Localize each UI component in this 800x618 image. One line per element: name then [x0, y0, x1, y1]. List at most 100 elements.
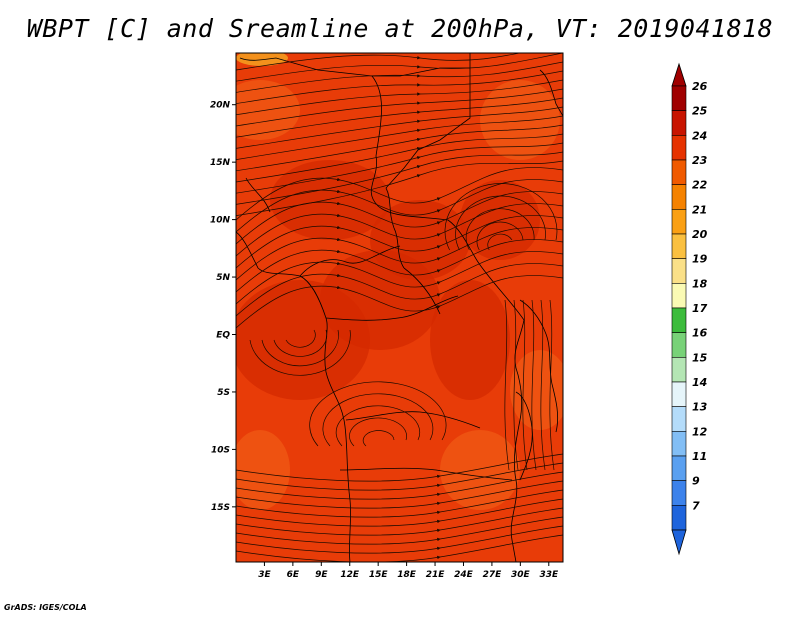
- streamline: [487, 233, 513, 251]
- colorbar-top-arrow: [671, 62, 687, 87]
- streamline: [522, 299, 528, 471]
- colorbar-label: 14: [692, 376, 707, 389]
- lat-label: 10N: [210, 216, 231, 226]
- streamline: [236, 498, 563, 527]
- streamline: [236, 275, 563, 329]
- colorbar-swatch: [671, 184, 687, 210]
- map-frame: [235, 52, 564, 563]
- colorbar-label: 16: [692, 327, 708, 340]
- streamline: [322, 393, 434, 447]
- streamline: [236, 61, 563, 93]
- streamline: [236, 462, 563, 491]
- colorbar-label: 24: [692, 129, 707, 142]
- colorbar-swatch: [671, 455, 687, 481]
- field-patch: [510, 350, 563, 430]
- streamline: [444, 183, 558, 251]
- colorbar-swatch: [671, 159, 687, 185]
- lon-label: 9E: [315, 570, 328, 580]
- streamline: [285, 329, 316, 348]
- lon-label: 15E: [369, 570, 389, 580]
- streamline: [236, 516, 563, 545]
- colorbar-swatch: [671, 110, 687, 136]
- streamline: [236, 489, 563, 518]
- streamline: [513, 299, 519, 471]
- streamline: [309, 381, 447, 447]
- field-patch: [236, 430, 290, 510]
- colorbar-swatch: [671, 431, 687, 457]
- lat-label: 15S: [211, 503, 230, 513]
- colorbar-label: 15: [692, 351, 708, 364]
- chart-title: WBPT [C] and Sreamline at 200hPa, VT: 20…: [26, 14, 774, 43]
- colorbar-label: 20: [692, 228, 708, 241]
- streamline: [236, 133, 563, 183]
- colorbar-swatch: [671, 357, 687, 383]
- streamline: [540, 299, 546, 471]
- lat-label: 15N: [210, 158, 231, 168]
- lon-label: 30E: [511, 570, 531, 580]
- streamline: [236, 142, 563, 194]
- longitude-axis: 3E 6E 9E 12E 15E 18E 21E 24E 27E 30E 33E: [258, 562, 559, 580]
- colorbar-label: 7: [692, 499, 700, 512]
- streamline: [236, 70, 563, 104]
- lon-label: 3E: [258, 570, 271, 580]
- colorbar-swatch: [671, 332, 687, 358]
- lon-label: 18E: [397, 570, 417, 580]
- colorbar-label: 25: [692, 105, 708, 118]
- streamline: [236, 115, 563, 160]
- streamline: [236, 124, 563, 172]
- streamline: [236, 79, 563, 116]
- lon-label: 33E: [539, 570, 559, 580]
- colorbar-swatch: [671, 209, 687, 235]
- streamline: [236, 471, 563, 500]
- latitude-axis: 20N 15N 10N 5N EQ 5S 10S 15S: [210, 101, 236, 513]
- streamline: [236, 480, 563, 509]
- colorbar-swatch: [671, 505, 687, 531]
- lat-label: 5N: [216, 273, 230, 283]
- colorbar-swatch: [671, 85, 687, 111]
- lon-label: 27E: [483, 570, 503, 580]
- streamline: [504, 299, 510, 471]
- lat-label: 10S: [211, 445, 230, 455]
- lat-label: EQ: [216, 331, 230, 341]
- grads-credit: GrADS: IGES/COLA: [4, 603, 87, 612]
- lon-label: 6E: [287, 570, 300, 580]
- streamline: [335, 405, 421, 447]
- streamline: [476, 221, 524, 251]
- streamline: [465, 208, 535, 251]
- streamline: [236, 507, 563, 536]
- field-patch: [480, 80, 560, 160]
- streamline: [236, 97, 563, 138]
- colorbar-swatch: [671, 258, 687, 284]
- colorbar-swatch: [671, 307, 687, 333]
- field-patch: [270, 160, 390, 240]
- streamline: [362, 430, 395, 447]
- streamline: [236, 160, 563, 216]
- streamline: [349, 417, 407, 447]
- colorbar-label: 26: [692, 80, 708, 93]
- colorbar-label: 22: [692, 179, 708, 192]
- streamline: [273, 329, 328, 357]
- streamline: [236, 53, 522, 71]
- lon-label: 12E: [340, 570, 360, 580]
- streamline: [531, 299, 537, 471]
- streamline: [236, 534, 563, 562]
- colorbar-label: 9: [692, 475, 700, 488]
- streamline: [236, 453, 563, 482]
- colorbar-label: 17: [692, 302, 708, 315]
- field-patch: [440, 430, 520, 510]
- colorbar-label: 12: [692, 425, 708, 438]
- streamline: [236, 106, 563, 149]
- streamline: [249, 329, 351, 376]
- colorbar-label: 13: [692, 401, 708, 414]
- colorbar-bottom-arrow: [671, 529, 687, 556]
- colorbar-swatch: [671, 406, 687, 432]
- colorbar-swatch: [671, 233, 687, 259]
- lon-label: 21E: [426, 570, 446, 580]
- lon-label: 24E: [454, 570, 474, 580]
- map-field: [236, 53, 563, 562]
- colorbar: 26 25 24 23 22 21 20 19 18 17 16 15 14 13 12 11 9 7: [671, 62, 708, 556]
- streamline: [549, 299, 555, 471]
- colorbar-swatch: [671, 135, 687, 161]
- colorbar-label: 11: [692, 450, 707, 463]
